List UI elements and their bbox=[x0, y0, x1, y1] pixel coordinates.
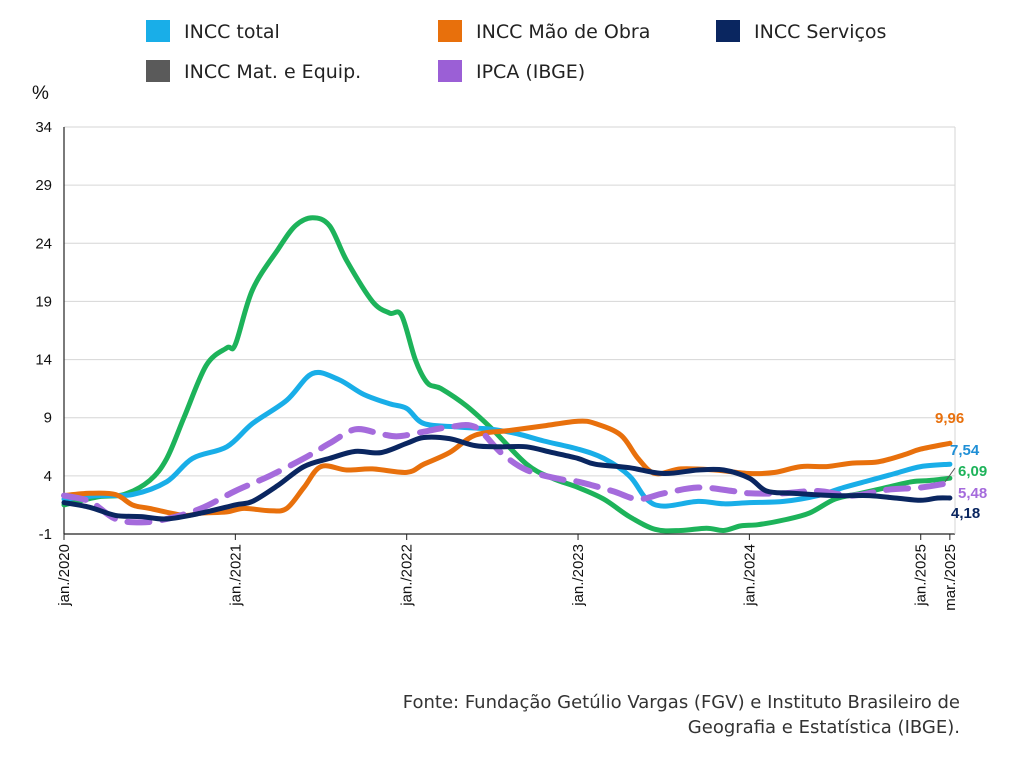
legend: INCC total INCC Mão de Obra INCC Serviços I… bbox=[146, 20, 886, 83]
y-axis-unit-label: % bbox=[32, 83, 49, 104]
legend-swatch bbox=[146, 20, 170, 42]
legend-label: INCC Mat. e Equip. bbox=[184, 61, 361, 83]
y-tick-label: 24 bbox=[35, 235, 52, 252]
legend-swatch bbox=[716, 20, 740, 42]
y-axis-ticks: 34 29 24 19 14 9 4 -1 bbox=[35, 119, 52, 543]
axes bbox=[63, 127, 956, 535]
y-tick-label: 19 bbox=[35, 293, 52, 310]
y-tick-label: 29 bbox=[35, 177, 52, 194]
y-tick-label: 4 bbox=[44, 468, 52, 485]
series-end-label: 4,18 bbox=[951, 505, 980, 522]
x-axis-ticks: jan./2020 jan./2021 jan./2022 jan./2023 jan.… bbox=[56, 534, 959, 611]
x-tick-label: jan./2023 bbox=[570, 544, 587, 607]
source-line-1: Fonte: Fundação Getúlio Vargas (FGV) e I… bbox=[402, 692, 960, 713]
y-tick-label: 14 bbox=[35, 352, 52, 369]
label-connector bbox=[944, 467, 956, 483]
y-tick-label: 9 bbox=[44, 410, 52, 427]
series-end-label: 6,09 bbox=[958, 463, 987, 480]
y-tick-label: 34 bbox=[35, 119, 52, 136]
end-labels: 6,09 7,54 9,96 5,48 4,18 bbox=[935, 410, 987, 522]
x-tick-label: mar./2025 bbox=[942, 544, 959, 611]
x-tick-label: jan./2021 bbox=[227, 544, 244, 607]
legend-swatch bbox=[438, 20, 462, 42]
series-end-label: 5,48 bbox=[958, 485, 987, 502]
series-line bbox=[61, 418, 953, 519]
source-line-2: Geografia e Estatística (IBGE). bbox=[687, 717, 960, 738]
x-tick-label: jan./2024 bbox=[741, 544, 758, 607]
grid bbox=[64, 126, 955, 535]
series-line bbox=[61, 215, 953, 534]
legend-label: INCC total bbox=[184, 21, 280, 43]
series-line bbox=[61, 369, 953, 509]
x-tick-label: jan./2022 bbox=[399, 544, 416, 607]
legend-label: INCC Mão de Obra bbox=[476, 21, 650, 43]
source-note: Fonte: Fundação Getúlio Vargas (FGV) e I… bbox=[260, 690, 960, 740]
legend-swatch bbox=[146, 60, 170, 82]
series-line bbox=[61, 434, 953, 522]
series-end-label: 7,54 bbox=[950, 442, 980, 459]
legend-swatch bbox=[438, 60, 462, 82]
series-lines bbox=[61, 215, 953, 534]
y-tick-label: -1 bbox=[39, 526, 52, 543]
legend-label: INCC Serviços bbox=[754, 21, 886, 43]
x-tick-label: jan./2020 bbox=[56, 544, 73, 607]
legend-label: IPCA (IBGE) bbox=[476, 61, 585, 83]
x-tick-label: jan./2025 bbox=[913, 544, 930, 607]
series-end-label: 9,96 bbox=[935, 410, 964, 427]
